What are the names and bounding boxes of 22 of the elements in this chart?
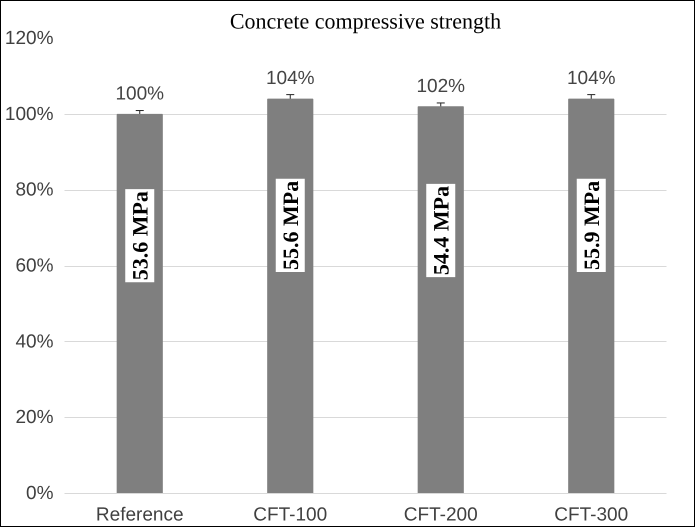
y-tick-label: 0% [26, 483, 54, 504]
data-label: 102% [416, 76, 466, 97]
y-tick-label: 80% [15, 180, 54, 201]
x-tick-label: Reference [96, 504, 184, 526]
annotation: 53.6 MPa [127, 191, 152, 280]
x-tick-label: CFT-300 [554, 504, 628, 526]
x-tick-label: CFT-100 [253, 504, 328, 526]
bar [568, 98, 614, 494]
annotation: 55.9 MPa [578, 180, 604, 270]
annotation: 55.6 MPa [278, 180, 303, 270]
x-tick-label: CFT-200 [404, 504, 478, 526]
data-label: 104% [266, 68, 315, 90]
chart-title: Concrete compressive strength [230, 8, 502, 34]
y-tick-label: 60% [15, 256, 54, 276]
y-tick-label: 120% [4, 28, 54, 49]
y-tick-label: 40% [15, 331, 54, 352]
data-label: 100% [115, 83, 164, 104]
y-tick-label: 20% [15, 407, 54, 428]
data-label: 104% [566, 68, 616, 90]
y-tick-label: 100% [4, 104, 54, 125]
annotation: 54.4 MPa [428, 186, 454, 276]
bar [267, 98, 314, 494]
